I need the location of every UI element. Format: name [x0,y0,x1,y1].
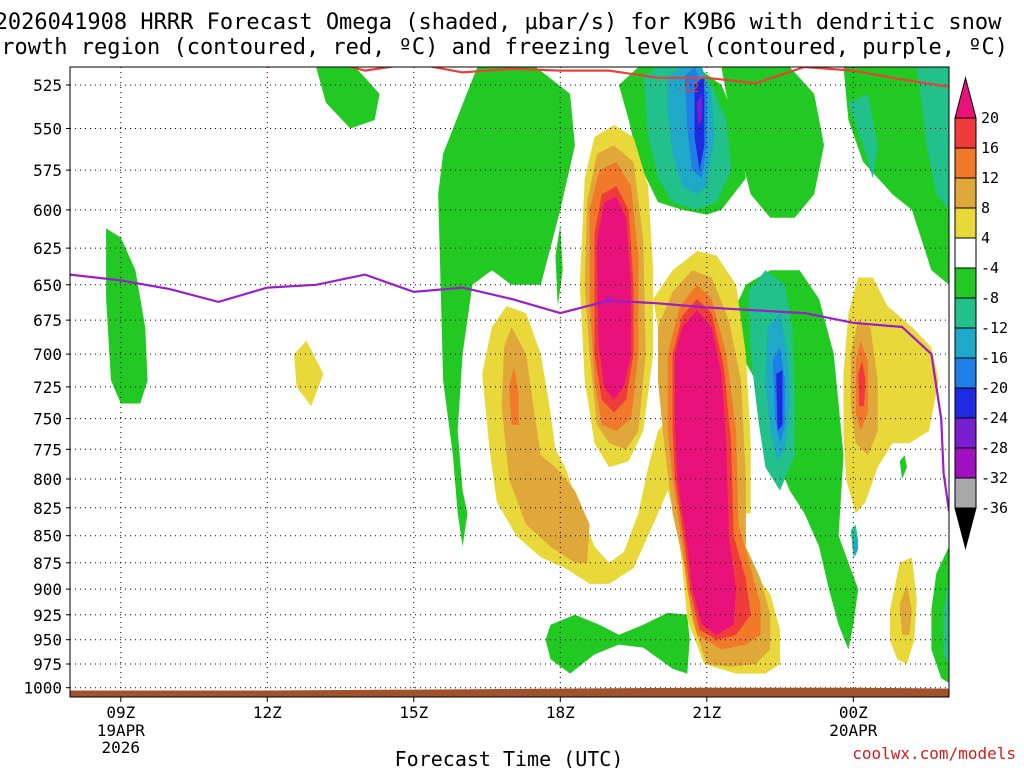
ytick-label-700: 700 [33,345,62,364]
omega-region-2 [438,67,575,547]
colorbar-label-12: 12 [981,169,999,187]
colorbar-segment-8 [954,327,977,359]
omega-region-8 [545,612,690,674]
xtick-sublabel-19APR: 19APR [97,721,146,740]
colorbar-segment-1 [954,117,977,149]
omega-region-14 [916,67,949,210]
ytick-label-1000: 1000 [23,679,62,698]
chart-title-line-2: growth region (contoured, red, ºC) and f… [0,35,1008,60]
ytick-label-625: 625 [33,239,62,258]
ytick-label-600: 600 [33,201,62,220]
colorbar-label--32: -32 [981,469,1008,487]
xtick-sublabel-2026: 2026 [102,738,141,757]
ytick-label-775: 775 [33,440,62,459]
ytick-label-950: 950 [33,631,62,650]
omega-region-23 [776,370,783,431]
dgz-contour-label: -12 [676,81,699,96]
source-credit: coolwx.com/models [852,744,1016,763]
omega-hole-0 [611,473,618,497]
colorbar-label--12: -12 [981,319,1008,337]
omega-shading-layer [106,67,949,683]
omega-region-44 [675,310,737,635]
colorbar-segment-12 [954,447,977,479]
omega-region-16 [943,578,949,664]
omega-region-31 [501,327,590,563]
omega-region-10 [899,455,907,479]
xtick-label-21Z: 21Z [692,703,721,722]
ytick-label-925: 925 [33,606,62,625]
colorbar-segment-5 [954,237,977,269]
colorbar-label--28: -28 [981,439,1008,457]
omega-region-0 [106,228,148,404]
contour-lines-layer: -12 0 [70,67,949,512]
ytick-label-850: 850 [33,527,62,546]
freezing-level-line [70,273,949,512]
colorbar-segment-9 [954,357,977,389]
colorbar-label--36: -36 [981,499,1008,517]
omega-region-13 [848,93,878,179]
omega-region-43 [596,197,632,400]
xtick-label-15Z: 15Z [399,703,428,722]
colorbar-segment-2 [954,147,977,179]
ytick-label-650: 650 [33,276,62,295]
ytick-label-675: 675 [33,311,62,330]
colorbar-label-8: 8 [981,199,990,217]
colorbar-label--20: -20 [981,379,1008,397]
colorbar-segment-11 [954,417,977,449]
ytick-label-525: 525 [33,76,62,95]
colorbar-segment-3 [954,177,977,209]
omega-region-36 [509,367,519,425]
colorbar-label-16: 16 [981,139,999,157]
ytick-label-800: 800 [33,470,62,489]
plot-frame [69,66,950,698]
omega-region-1 [316,67,380,129]
xtick-label-12Z: 12Z [253,703,282,722]
omega-colorbar: 20 16 12 8 4 -4 -8 -12 -16 -20 -24 -28 -32 -36 [954,76,1008,550]
dgz-contour-line [264,67,949,88]
xtick-label-09Z: 09Z [106,703,135,722]
omega-region-35 [899,583,912,635]
omega-region-42 [858,360,866,407]
omega-region-24 [697,93,702,126]
xtick-label-00Z: 00Z [839,703,868,722]
colorbar-segment-6 [954,267,977,299]
colorbar-label--24: -24 [981,409,1008,427]
omega-region-25 [294,340,324,407]
chart-title-line-1: 2026041908 HRRR Forecast Omega (shaded, … [0,10,1002,35]
colorbar-segment-10 [954,387,977,419]
ytick-label-900: 900 [33,580,62,599]
terrain-fill [70,687,949,697]
colorbar-label-20: 20 [981,109,999,127]
colorbar-label-4: 4 [981,229,990,247]
ytick-label-550: 550 [33,120,62,139]
ytick-label-725: 725 [33,378,62,397]
terrain-layer [70,687,949,697]
xtick-label-18Z: 18Z [546,703,575,722]
x-axis-label: Forecast Time (UTC) [395,747,624,768]
pressure-axis: 525 550 575 600 625 650 675 700 725 750 775 800 825 8… [23,76,70,698]
ytick-label-750: 750 [33,410,62,429]
colorbar-segment-4 [954,207,977,239]
omega-region-5 [721,67,824,218]
ytick-label-975: 975 [33,655,62,674]
colorbar-segment-13 [954,477,977,509]
colorbar-label--8: -8 [981,289,999,307]
colorbar-bottom-arrow [954,507,977,550]
ytick-label-825: 825 [33,499,62,518]
omega-region-19 [853,535,859,558]
gridlines [70,67,949,697]
colorbar-segment-7 [954,297,977,329]
ytick-label-575: 575 [33,161,62,180]
omega-region-3 [555,225,563,307]
colorbar-label--4: -4 [981,259,999,277]
freezing-level-label: 0 [605,294,612,308]
colorbar-top-arrow [954,76,977,119]
ytick-label-875: 875 [33,554,62,573]
xtick-sublabel-20APR: 20APR [829,721,878,740]
colorbar-label--16: -16 [981,349,1008,367]
